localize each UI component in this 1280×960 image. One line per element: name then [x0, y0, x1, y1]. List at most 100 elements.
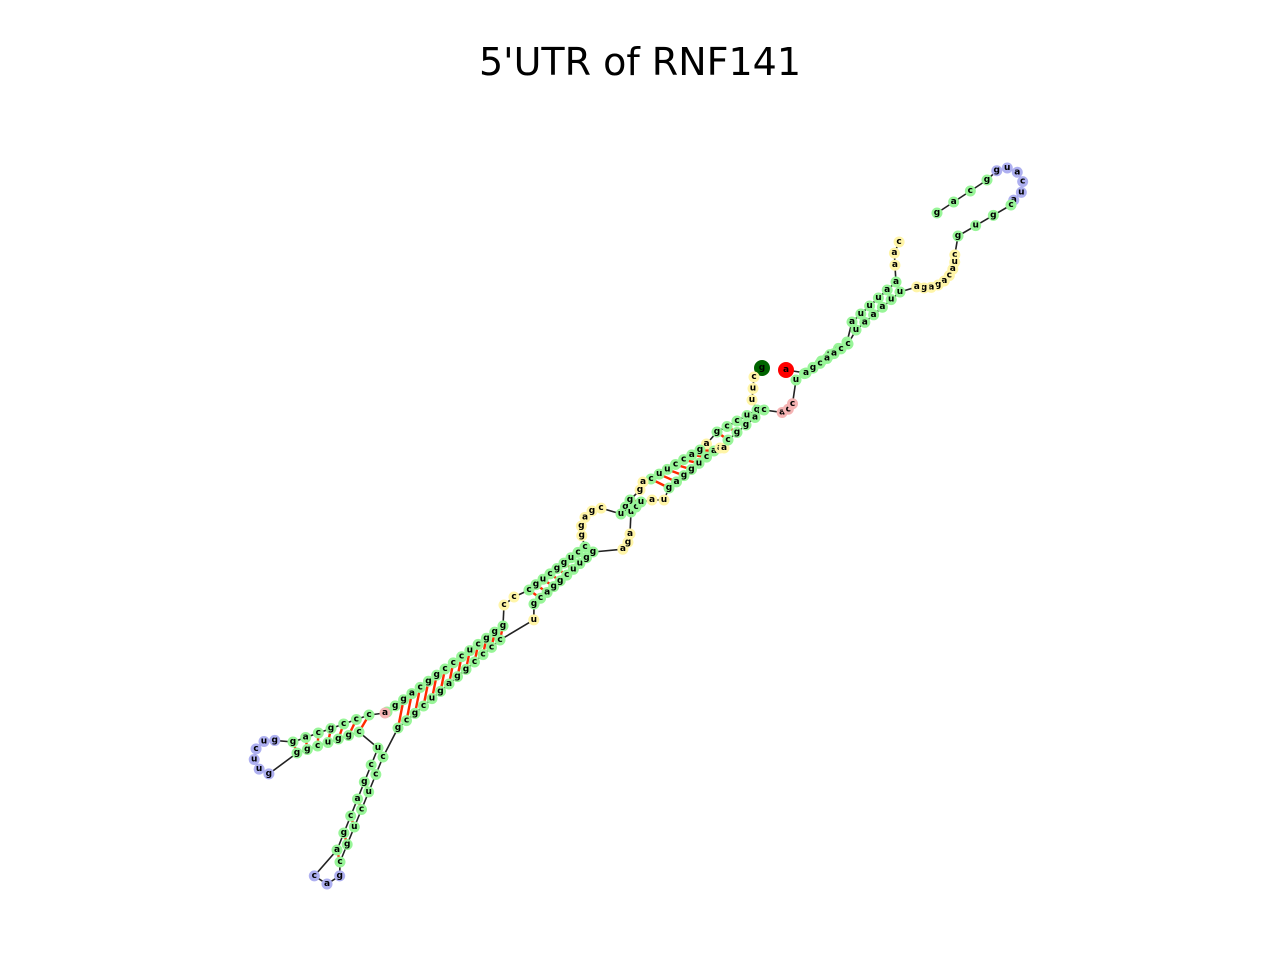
nucleotide-stem-e-strand-1: g	[431, 669, 443, 681]
nucleotide-circle	[350, 714, 362, 725]
nucleotide-letter: u	[467, 646, 473, 656]
nucleotide-letter: g	[714, 427, 720, 437]
nucleotide-circle	[747, 383, 759, 394]
nucleotide-letter: a	[703, 439, 709, 449]
nucleotide-letter: u	[951, 257, 957, 267]
nucleotide-branch-1-strand-1: a	[300, 732, 312, 743]
nucleotide-letter: c	[341, 719, 346, 729]
nucleotide-letter: a	[951, 197, 957, 207]
nucleotide-letter: g	[533, 580, 539, 590]
nucleotide-circle	[291, 747, 303, 759]
nucleotide-circle	[987, 209, 999, 221]
nucleotide-circle	[758, 404, 770, 416]
nucleotide-letter: c	[501, 600, 506, 610]
nucleotide-branch-1-strand-2: u	[322, 737, 334, 748]
nucleotide-circle	[931, 207, 943, 219]
nucleotide-letter: g	[589, 506, 595, 516]
nucleotide-circle	[885, 294, 897, 306]
nucleotide-circle	[624, 528, 636, 540]
nucleotide-letter: g	[734, 428, 740, 438]
nucleotide-circle	[1005, 199, 1017, 211]
nucleotide-branch-2-strand-2: c	[356, 804, 367, 815]
nucleotide-letter: u	[540, 574, 546, 584]
nucleotide-branch-1-strand-1: g	[287, 736, 299, 748]
nucleotide-circle	[331, 844, 343, 856]
nucleotide-stem-e-strand-2: c	[418, 700, 429, 712]
nucleotide-circle	[253, 763, 265, 775]
nucleotide-letter: c	[417, 682, 422, 692]
nucleotide-loop-mid-5: g	[622, 536, 634, 548]
nucleotide-circle	[398, 694, 410, 706]
nucleotide-letter: g	[392, 701, 398, 711]
nucleotide-branch-1-strand-1: c	[338, 718, 350, 730]
nucleotide-letter: u	[429, 694, 435, 704]
nucleotide-branch-1-strand-1: c	[312, 727, 324, 739]
nucleotide-letter: u	[570, 564, 576, 574]
nucleotide-letter: g	[590, 547, 596, 557]
nucleotide-stem-h-strand-2: c	[1005, 199, 1017, 211]
nucleotide-loop-mid-4: u	[528, 614, 540, 626]
nucleotide-circle	[952, 230, 964, 242]
nucleotide-letter: g	[500, 621, 506, 631]
nucleotide-circle	[670, 459, 681, 470]
nucleotide-letter: c	[751, 372, 756, 382]
nucleotide-letter: g	[666, 483, 672, 493]
nucleotide-circle	[352, 793, 363, 805]
nucleotide-loop-mid-2: g	[586, 505, 598, 517]
nucleotide-letter: g	[561, 558, 567, 568]
nucleotide-letter: a	[892, 260, 898, 270]
nucleotide-letter: g	[437, 686, 443, 696]
nucleotide-letter: g	[344, 840, 350, 850]
nucleotide-letter: a	[1011, 195, 1017, 205]
nucleotide-stem-g-strand-1: a	[890, 276, 902, 288]
nucleotide-circle	[460, 663, 472, 675]
nucleotide-letter: a	[354, 794, 360, 804]
nucleotide-letter: g	[341, 828, 347, 838]
nucleotide-letter: a	[1014, 167, 1020, 177]
nucleotide-stem-g-strand-1: u	[855, 308, 867, 320]
nucleotide-letter: g	[425, 676, 431, 686]
nucleotide-letter: u	[1018, 187, 1024, 197]
nucleotide-circle	[694, 444, 706, 456]
nucleotide-letter: a	[779, 407, 785, 417]
nucleotide-letter: a	[752, 413, 758, 423]
nucleotide-letter: c	[817, 358, 822, 368]
nucleotide-loop-mid-2: c	[595, 502, 607, 514]
nucleotide-circle	[754, 360, 770, 376]
nucleotide-circle	[345, 810, 357, 822]
nucleotide-circle	[435, 685, 446, 697]
nucleotide-letter: g	[433, 670, 439, 680]
nucleotide-loop-mid-5: a	[624, 528, 636, 540]
nucleotide-circle	[377, 751, 389, 763]
nucleotide-loop-top-left: c	[748, 371, 760, 383]
nucleotide-letter: c	[724, 422, 729, 432]
nucleotide-stem-a-strand-1: c	[721, 421, 733, 432]
nucleotide-stem-a-strand-2: c	[758, 404, 770, 416]
nucleotide-circle	[595, 502, 607, 514]
nucleotide-circle	[472, 638, 484, 650]
nucleotide-stem-b-strand-1: a	[686, 449, 698, 461]
nucleotide-circle	[489, 626, 501, 638]
nucleotide-loop-large-1: a	[889, 259, 901, 271]
nucleotide-letter: g	[335, 734, 341, 744]
nucleotide-circle	[258, 736, 270, 748]
nucleotide-circle	[452, 671, 463, 683]
nucleotide-circle	[746, 394, 758, 406]
nucleotide-letter: u	[628, 507, 634, 517]
nucleotide-letter: c	[704, 452, 709, 462]
nucleotide-circle	[358, 776, 370, 788]
nucleotide-branch-2-strand-1: g	[358, 776, 370, 788]
nucleotide-letter: c	[366, 710, 371, 720]
nucleotide-hairpin-left: u	[253, 763, 265, 775]
nucleotide-circle	[356, 804, 367, 815]
nucleotide-stem-e-strand-2: a	[443, 678, 455, 690]
nucleotide-letter: c	[952, 250, 957, 260]
nucleotide-letter: a	[582, 512, 588, 522]
nucleotide-circle	[300, 732, 312, 743]
nucleotide-letter: a	[941, 276, 947, 286]
nucleotide-stem-d-strand-1: c	[523, 584, 535, 596]
nucleotide-circle	[406, 688, 418, 700]
nucleotide-letter: u	[251, 755, 257, 765]
nucleotide-circle	[422, 675, 434, 687]
nucleotide-circle	[893, 236, 905, 248]
